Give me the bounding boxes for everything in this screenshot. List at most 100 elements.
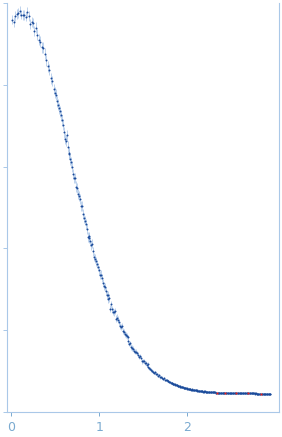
Point	[221, 389, 226, 396]
Point	[215, 389, 219, 396]
Point	[177, 383, 181, 390]
Point	[112, 309, 116, 316]
Point	[153, 369, 157, 376]
Point	[250, 390, 254, 397]
Point	[81, 215, 86, 222]
Point	[190, 386, 195, 393]
Point	[225, 389, 229, 396]
Point	[162, 376, 167, 383]
Point	[82, 217, 87, 224]
Point	[54, 91, 58, 98]
Point	[74, 183, 78, 190]
Point	[29, 19, 34, 26]
Point	[38, 38, 43, 45]
Point	[186, 385, 190, 392]
Point	[134, 348, 138, 355]
Point	[184, 385, 189, 392]
Point	[126, 338, 131, 345]
Point	[87, 234, 92, 241]
Point	[85, 233, 90, 240]
Point	[229, 390, 234, 397]
Point	[88, 238, 93, 245]
Point	[102, 283, 106, 290]
Point	[236, 390, 241, 397]
Point	[28, 20, 32, 27]
Point	[184, 385, 188, 392]
Point	[104, 292, 109, 299]
Point	[210, 389, 215, 396]
Point	[254, 390, 259, 397]
Point	[264, 390, 268, 397]
Point	[163, 377, 168, 384]
Point	[265, 390, 270, 397]
Point	[210, 388, 214, 395]
Point	[80, 203, 84, 210]
Point	[158, 374, 162, 381]
Point	[223, 389, 228, 396]
Point	[244, 390, 249, 397]
Point	[177, 383, 182, 390]
Point	[234, 390, 239, 397]
Point	[179, 383, 183, 390]
Point	[200, 388, 204, 395]
Point	[231, 390, 235, 397]
Point	[173, 381, 178, 388]
Point	[140, 357, 145, 364]
Point	[78, 196, 82, 203]
Point	[124, 331, 128, 338]
Point	[228, 390, 233, 397]
Point	[266, 390, 270, 397]
Point	[196, 387, 201, 394]
Point	[135, 350, 139, 357]
Point	[107, 295, 112, 302]
Point	[183, 385, 188, 392]
Point	[173, 381, 177, 388]
Point	[252, 390, 257, 397]
Point	[113, 308, 117, 315]
Point	[239, 390, 244, 397]
Point	[77, 192, 81, 199]
Point	[68, 156, 73, 163]
Point	[93, 255, 97, 262]
Point	[143, 360, 148, 367]
Point	[225, 389, 230, 396]
Point	[46, 63, 50, 70]
Point	[53, 89, 58, 96]
Point	[204, 388, 209, 395]
Point	[23, 13, 28, 20]
Point	[213, 389, 217, 396]
Point	[195, 387, 200, 394]
Point	[223, 389, 227, 396]
Point	[216, 389, 221, 396]
Point	[67, 151, 72, 158]
Point	[73, 175, 78, 182]
Point	[201, 388, 205, 395]
Point	[122, 330, 127, 337]
Point	[34, 24, 38, 31]
Point	[137, 353, 141, 360]
Point	[164, 377, 169, 384]
Point	[233, 390, 238, 397]
Point	[187, 386, 191, 393]
Point	[262, 390, 266, 397]
Point	[165, 377, 170, 384]
Point	[122, 329, 126, 336]
Point	[247, 390, 251, 397]
Point	[203, 388, 207, 395]
Point	[247, 390, 252, 397]
Point	[31, 20, 35, 27]
Point	[176, 382, 181, 389]
Point	[136, 351, 140, 358]
Point	[257, 390, 262, 397]
Point	[227, 389, 232, 396]
Point	[151, 368, 155, 375]
Point	[237, 390, 242, 397]
Point	[154, 370, 158, 377]
Point	[198, 388, 203, 395]
Point	[178, 383, 183, 390]
Point	[13, 12, 17, 19]
Point	[172, 380, 176, 387]
Point	[194, 387, 198, 394]
Point	[185, 385, 190, 392]
Point	[265, 390, 269, 397]
